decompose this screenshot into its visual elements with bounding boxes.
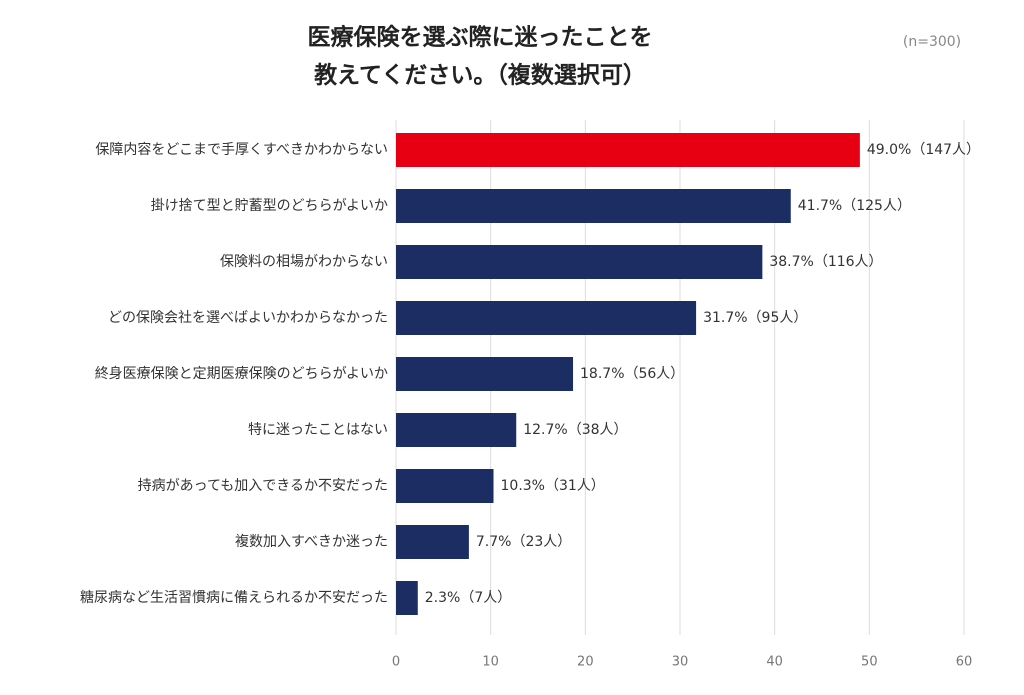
value-label: 10.3%（31人） (501, 478, 605, 494)
value-label: 49.0%（147人） (867, 142, 980, 158)
category-label: 特に迷ったことはない (248, 422, 388, 438)
category-label: 持病があっても加入できるか不安だった (138, 478, 388, 494)
x-tick-label: 40 (766, 655, 783, 670)
value-label: 12.7%（38人） (523, 422, 627, 438)
bar (396, 357, 574, 391)
x-tick-label: 0 (392, 655, 400, 670)
value-label: 31.7%（95人） (703, 310, 807, 326)
bar (396, 189, 791, 223)
category-label: 糖尿病など生活習慣病に備えられるか不安だった (80, 589, 388, 606)
category-label: 保険料の相場がわからない (220, 254, 388, 270)
value-label: 7.7%（23人） (476, 534, 571, 550)
chart-title: 医療保険を選ぶ際に迷ったことを (308, 24, 653, 51)
sample-note: (n=300) (903, 34, 961, 50)
x-tick-label: 60 (956, 655, 973, 670)
bar (396, 413, 517, 447)
category-label: 複数加入すべきか迷った (235, 533, 388, 550)
value-label: 38.7%（116人） (769, 254, 882, 270)
x-tick-label: 30 (672, 655, 689, 670)
category-label: 終身医療保険と定期医療保険のどちらがよいか (95, 365, 388, 382)
bar (396, 469, 494, 503)
value-label: 18.7%（56人） (580, 366, 684, 382)
bar (396, 133, 860, 167)
bar (396, 301, 697, 335)
chart-title: 教えてください。（複数選択可） (314, 62, 646, 89)
bar (396, 245, 763, 279)
category-label: どの保険会社を選べばよいかわからなかった (108, 310, 388, 326)
bar (396, 525, 469, 559)
value-label: 2.3%（7人） (425, 590, 511, 606)
x-tick-label: 20 (577, 655, 594, 670)
category-label: 保障内容をどこまで手厚くすべきかわからない (95, 141, 388, 158)
category-label: 掛け捨て型と貯蓄型のどちらがよいか (151, 197, 388, 214)
bar (396, 581, 418, 615)
x-tick-label: 10 (482, 655, 499, 670)
x-tick-label: 50 (861, 655, 878, 670)
value-label: 41.7%（125人） (798, 198, 911, 214)
